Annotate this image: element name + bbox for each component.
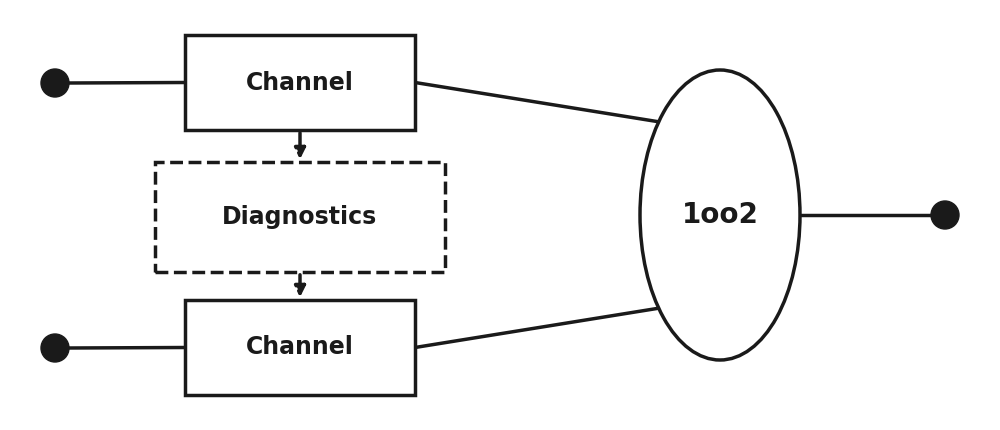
- Circle shape: [41, 69, 69, 97]
- Circle shape: [41, 334, 69, 362]
- Bar: [185, 35, 415, 130]
- Bar: [155, 162, 445, 272]
- Text: Channel: Channel: [246, 71, 354, 95]
- Text: Channel: Channel: [246, 335, 354, 359]
- Bar: [185, 300, 415, 395]
- Circle shape: [931, 201, 959, 229]
- Text: Diagnostics: Diagnostics: [222, 205, 378, 229]
- Text: 1oo2: 1oo2: [682, 201, 758, 229]
- Ellipse shape: [640, 70, 800, 360]
